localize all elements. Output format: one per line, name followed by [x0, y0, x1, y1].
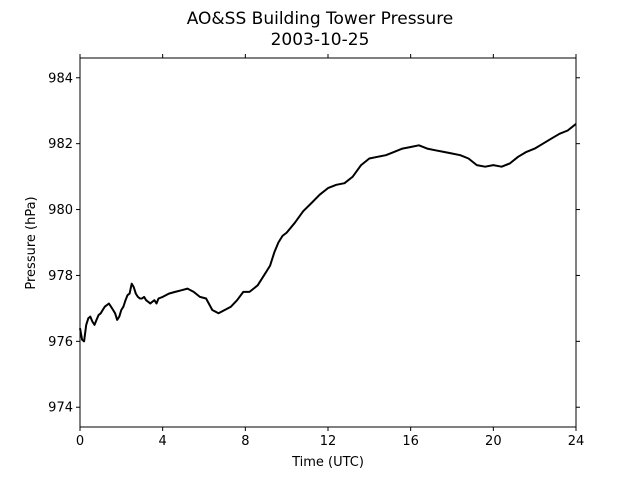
y-tick-label: 978 — [48, 269, 73, 284]
y-axis-ticks: 974 976 978 980 982 984 — [48, 71, 580, 416]
y-tick-label: 976 — [48, 335, 73, 350]
x-tick-label: 0 — [76, 434, 84, 449]
x-tick-label: 24 — [568, 434, 585, 449]
chart-subtitle: 2003-10-25 — [271, 30, 370, 50]
x-axis-ticks: 0 4 8 12 16 20 24 — [76, 54, 584, 449]
x-tick-label: 12 — [320, 434, 337, 449]
y-axis-label: Pressure (hPa) — [24, 196, 39, 289]
x-tick-label: 20 — [485, 434, 502, 449]
y-tick-label: 974 — [48, 401, 73, 416]
y-tick-label: 984 — [48, 71, 73, 86]
chart-title: AO&SS Building Tower Pressure — [187, 9, 454, 29]
plot-area-frame — [79, 57, 577, 428]
y-tick-label: 982 — [48, 137, 73, 152]
y-tick-label: 980 — [48, 203, 73, 218]
x-tick-label: 8 — [241, 434, 249, 449]
x-tick-label: 16 — [402, 434, 419, 449]
x-tick-label: 4 — [159, 434, 167, 449]
x-axis-label: Time (UTC) — [291, 455, 364, 470]
pressure-series-line — [79, 123, 577, 343]
